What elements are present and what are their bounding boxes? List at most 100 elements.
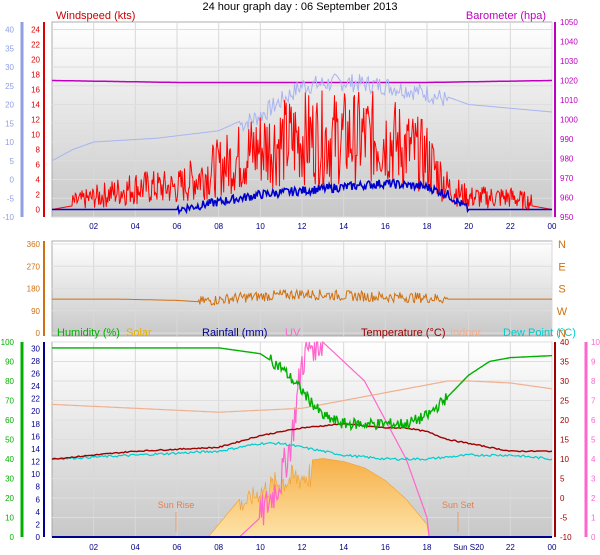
wind-x-tick-label: 12 <box>298 222 307 231</box>
windspeed-outer-tick-label: 20 <box>5 101 14 110</box>
humidity-tick-label: 100 <box>1 338 15 347</box>
temperature-tick-label: 25 <box>560 397 569 406</box>
windspeed-inner-tick-label: 12 <box>31 116 40 125</box>
wind-average-line <box>51 73 553 162</box>
barometer-tick-label: 950 <box>560 213 574 222</box>
temp-x-tick-label: 00 <box>548 543 557 552</box>
wind-x-tick-label: 00 <box>548 222 557 231</box>
compass-label: E <box>558 261 565 273</box>
windspeed-inner-tick-label: 24 <box>31 26 40 35</box>
uv-tick-label: 10 <box>591 338 600 347</box>
rain-tick-label: 12 <box>31 458 40 467</box>
rain-tick-label: 22 <box>31 395 40 404</box>
barometer-tick-label: 1000 <box>560 116 578 125</box>
windspeed-inner-tick-label: 20 <box>31 56 40 65</box>
rain-tick-label: 14 <box>31 445 40 454</box>
rain-tick-label: 26 <box>31 369 40 378</box>
windspeed-inner-tick-label: 0 <box>36 206 41 215</box>
rain-tick-label: 28 <box>31 357 40 366</box>
wind-x-tick-label: 18 <box>423 222 432 231</box>
wind-x-tick-label: 06 <box>173 222 182 231</box>
wind-x-tick-label: 16 <box>381 222 390 231</box>
temperature-tick-label: 10 <box>560 455 569 464</box>
windspeed-inner-tick-label: 16 <box>31 86 40 95</box>
temperature-tick-label: 40 <box>560 338 569 347</box>
direction-tick-label: 0 <box>36 329 41 338</box>
legend-indoor: Indoor <box>450 327 482 339</box>
wind-x-tick-label: 10 <box>256 222 265 231</box>
wind-x-tick-label: 20 <box>464 222 473 231</box>
temp-x-tick-label: 04 <box>131 543 140 552</box>
temperature-tick-label: 15 <box>560 436 569 445</box>
uv-tick-label: 5 <box>591 436 596 445</box>
uv-tick-label: 4 <box>591 455 596 464</box>
barometer-tick-label: 1030 <box>560 57 578 66</box>
uv-tick-label: 7 <box>591 397 596 406</box>
temp-x-tick-label: 22 <box>506 543 515 552</box>
temperature-tick-label: 0 <box>560 494 565 503</box>
legend-uv: UV <box>285 327 301 339</box>
wind-gust-line <box>51 90 553 211</box>
wind-speed-line <box>52 178 552 216</box>
barometer-line <box>52 79 552 84</box>
humidity-line <box>52 347 553 432</box>
compass-label: W <box>557 306 568 318</box>
windspeed-inner-tick-label: 14 <box>31 101 40 110</box>
temperature-line <box>51 422 553 461</box>
temp-x-tick-label: 12 <box>298 543 307 552</box>
rain-tick-label: 4 <box>36 508 41 517</box>
windspeed-outer-tick-label: 5 <box>10 157 15 166</box>
temp-x-tick-label: Sun S20 <box>453 543 484 552</box>
compass-label: S <box>558 284 565 296</box>
rain-tick-label: 20 <box>31 407 40 416</box>
temp-x-tick-label: 08 <box>214 543 223 552</box>
wind-x-tick-label: 14 <box>339 222 348 231</box>
uv-tick-label: 3 <box>591 475 596 484</box>
wind-direction-line <box>52 288 552 307</box>
rain-tick-label: 24 <box>31 382 40 391</box>
temperature-tick-label: 30 <box>560 377 569 386</box>
rain-tick-label: 2 <box>36 520 41 529</box>
legend-humidity: Humidity (%) <box>57 327 120 339</box>
windspeed-outer-tick-label: 25 <box>5 82 14 91</box>
temperature-tick-label: 20 <box>560 416 569 425</box>
humidity-tick-label: 0 <box>10 533 15 542</box>
rain-tick-label: 8 <box>36 483 41 492</box>
humidity-tick-label: 10 <box>5 514 14 523</box>
temperature-tick-label: 35 <box>560 358 569 367</box>
direction-tick-label: 180 <box>27 285 41 294</box>
indoor-line <box>52 380 553 413</box>
temperature-tick-label: 5 <box>560 475 565 484</box>
windspeed-outer-tick-label: 30 <box>5 63 14 72</box>
barometer-tick-label: 1020 <box>560 77 578 86</box>
temperature-tick-label: -10 <box>560 533 572 542</box>
wind-x-tick-label: 08 <box>214 222 223 231</box>
rain-tick-label: 30 <box>31 344 40 353</box>
windspeed-outer-tick-label: 10 <box>5 138 14 147</box>
windspeed-outer-tick-label: 15 <box>5 119 14 128</box>
windspeed-outer-tick-label: 0 <box>10 176 15 185</box>
temp-x-tick-label: 18 <box>423 543 432 552</box>
uv-tick-label: 8 <box>591 377 596 386</box>
windspeed-inner-tick-label: 8 <box>36 146 41 155</box>
legend-solar: Solar <box>126 327 152 339</box>
uv-tick-label: 1 <box>591 514 596 523</box>
windspeed-inner-tick-label: 6 <box>36 161 41 170</box>
barometer-tick-label: 960 <box>560 194 574 203</box>
barometer-tick-label: 1040 <box>560 38 578 47</box>
windspeed-outer-tick-label: -10 <box>2 213 14 222</box>
uv-tick-label: 2 <box>591 494 596 503</box>
direction-tick-label: 90 <box>31 307 40 316</box>
windspeed-inner-tick-label: 4 <box>36 176 41 185</box>
humidity-tick-label: 60 <box>5 416 14 425</box>
temp-x-tick-label: 02 <box>89 543 98 552</box>
humidity-tick-label: 40 <box>5 455 14 464</box>
temp-x-tick-label: 16 <box>381 543 390 552</box>
windspeed-outer-tick-label: 35 <box>5 44 14 53</box>
rain-tick-label: 0 <box>36 533 41 542</box>
direction-tick-label: 270 <box>27 262 41 271</box>
barometer-tick-label: 970 <box>560 174 574 183</box>
humidity-tick-label: 20 <box>5 494 14 503</box>
chart-title: 24 hour graph day : 06 September 2013 <box>202 1 397 13</box>
